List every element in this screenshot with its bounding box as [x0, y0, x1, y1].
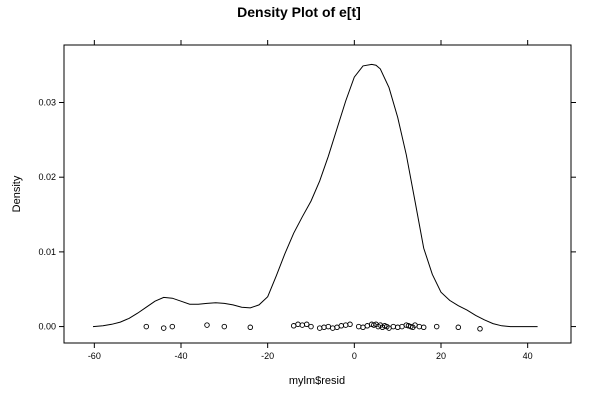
residual-point — [355, 323, 362, 330]
residual-point — [394, 324, 401, 331]
y-tick-label: 0.00 — [38, 322, 56, 332]
residual-point — [303, 321, 310, 328]
residual-point — [295, 321, 301, 328]
residual-point — [477, 326, 483, 332]
y-tick-label: 0.01 — [38, 247, 56, 257]
residual-point — [338, 323, 345, 329]
x-axis-label: mylm$resid — [289, 375, 345, 387]
x-tick-label: 20 — [436, 351, 446, 361]
residual-point — [420, 324, 427, 331]
x-tick-label: 40 — [523, 351, 533, 361]
x-axis: -60 -40 -20 0 20 40 — [88, 40, 533, 361]
residual-point — [455, 324, 462, 331]
residual-point — [143, 323, 150, 330]
residual-point — [433, 323, 440, 330]
density-curve — [92, 63, 538, 328]
plot-frame — [63, 44, 572, 344]
residual-point — [390, 323, 397, 330]
residual-point — [321, 324, 327, 331]
x-tick-label: -60 — [88, 351, 101, 361]
residual-point — [316, 325, 323, 331]
residual-point — [325, 323, 332, 330]
residual-point — [308, 323, 314, 330]
residual-point — [160, 325, 167, 331]
y-axis: 0.00 0.01 0.02 0.03 — [38, 98, 576, 332]
residual-point — [347, 321, 353, 328]
y-tick-label: 0.03 — [38, 98, 56, 108]
residual-point — [342, 322, 349, 328]
y-axis-label: Density — [11, 175, 23, 212]
y-tick-label: 0.02 — [38, 172, 56, 182]
residual-point — [299, 322, 306, 328]
residual-point — [169, 323, 176, 330]
residual-point — [204, 322, 210, 328]
residual-point — [221, 323, 228, 330]
x-tick-label: -20 — [261, 351, 274, 361]
residual-point — [364, 323, 371, 329]
residual-point — [416, 323, 423, 330]
residual-point — [247, 324, 254, 331]
x-tick-label: -40 — [174, 351, 187, 361]
residual-point — [329, 325, 336, 331]
x-tick-label: 0 — [352, 351, 357, 361]
chart-title: Density Plot of e[t] — [237, 4, 361, 20]
residual-points — [143, 321, 483, 332]
